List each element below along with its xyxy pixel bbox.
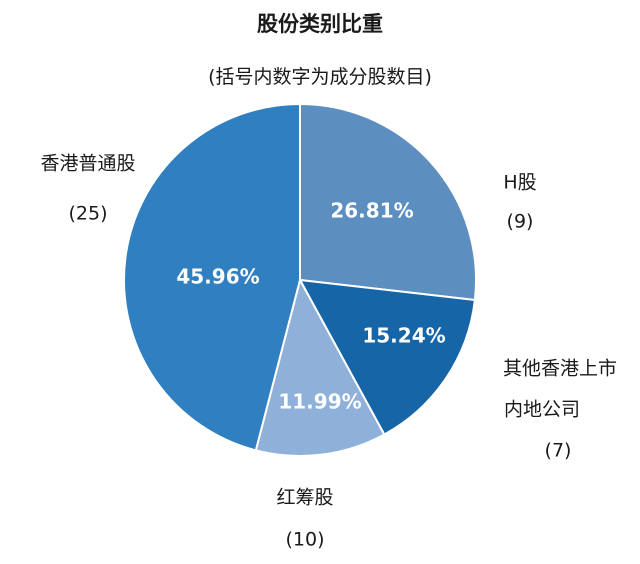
chart-subtitle: (括号内数字为成分股数目) [208, 66, 432, 88]
slice-category-label: H股 [503, 172, 536, 194]
slice-percent-label: 15.24% [362, 324, 445, 348]
slice-count-label: (7) [545, 440, 572, 462]
pie-slice [299, 102, 477, 302]
slice-category-label: 香港普通股 [40, 153, 135, 175]
pie-slice [298, 278, 476, 436]
pie-slice [122, 102, 301, 452]
chart-title: 股份类别比重 [257, 12, 383, 36]
slice-category-label: 内地公司 [504, 399, 580, 421]
slice-category-label: 其他香港上市 [503, 358, 617, 380]
slice-percent-label: 11.99% [278, 390, 361, 414]
pie-slice [254, 277, 386, 458]
slice-percent-label: 45.96% [176, 265, 259, 289]
slice-count-label: (10) [285, 529, 324, 551]
slice-count-label: (9) [507, 211, 534, 233]
slice-percent-label: 26.81% [330, 199, 413, 223]
slice-category-label: 红筹股 [276, 487, 333, 509]
slice-count-label: (25) [68, 203, 107, 225]
